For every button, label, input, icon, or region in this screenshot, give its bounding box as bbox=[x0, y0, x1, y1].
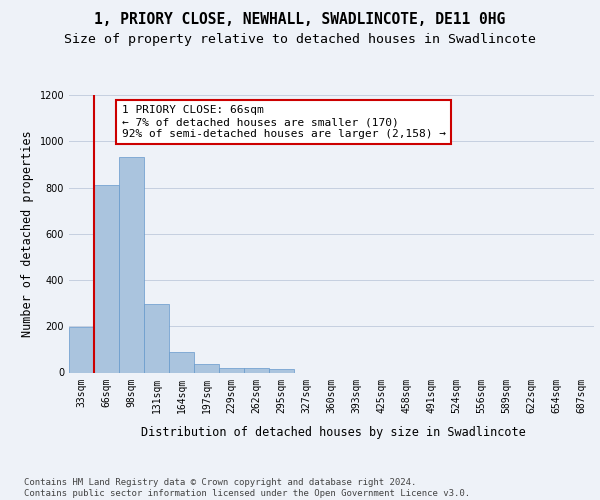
Bar bbox=[269, 370, 294, 372]
Bar bbox=[69, 327, 94, 372]
Text: Contains HM Land Registry data © Crown copyright and database right 2024.
Contai: Contains HM Land Registry data © Crown c… bbox=[24, 478, 470, 498]
Bar bbox=[244, 368, 269, 372]
Bar bbox=[219, 368, 244, 372]
Text: 1, PRIORY CLOSE, NEWHALL, SWADLINCOTE, DE11 0HG: 1, PRIORY CLOSE, NEWHALL, SWADLINCOTE, D… bbox=[94, 12, 506, 28]
Bar bbox=[94, 185, 119, 372]
Text: Size of property relative to detached houses in Swadlincote: Size of property relative to detached ho… bbox=[64, 32, 536, 46]
Bar bbox=[169, 352, 194, 372]
Bar bbox=[144, 304, 169, 372]
Y-axis label: Number of detached properties: Number of detached properties bbox=[21, 130, 34, 337]
Bar bbox=[194, 364, 219, 372]
Bar bbox=[119, 158, 144, 372]
Text: 1 PRIORY CLOSE: 66sqm
← 7% of detached houses are smaller (170)
92% of semi-deta: 1 PRIORY CLOSE: 66sqm ← 7% of detached h… bbox=[121, 106, 445, 138]
Text: Distribution of detached houses by size in Swadlincote: Distribution of detached houses by size … bbox=[140, 426, 526, 439]
